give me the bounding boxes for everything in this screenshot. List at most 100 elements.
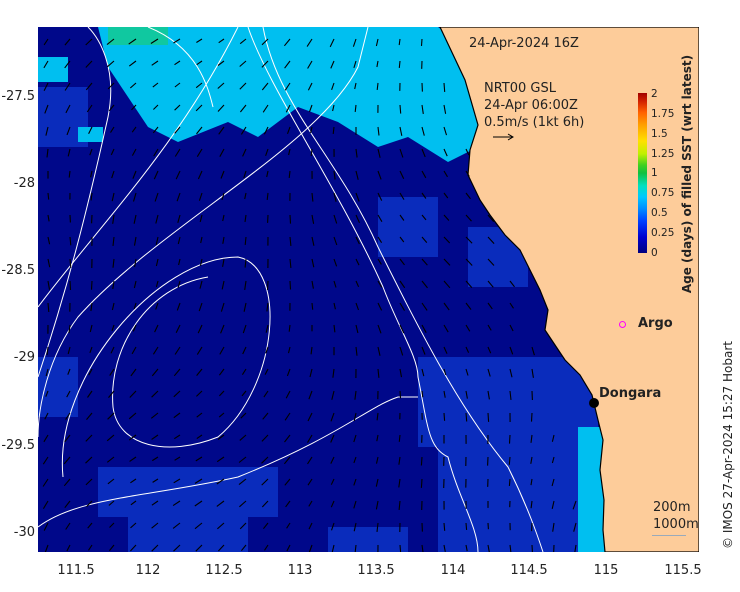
current-vector [377,258,382,265]
current-vector [64,82,71,91]
land-area [439,27,699,552]
current-vector [86,412,93,420]
current-vector [216,500,225,507]
current-vector [330,500,335,508]
current-vector [552,522,555,532]
x-tick-label: 113 [287,563,313,578]
current-vector [266,280,269,290]
current-vector [239,104,247,113]
current-vector [176,192,181,202]
current-vector [333,258,338,267]
current-vector [508,478,511,486]
current-vector [242,148,247,157]
current-vector [129,456,137,462]
current-vector [286,544,291,552]
current-vector [398,456,401,465]
current-vector [108,544,115,552]
current-vector [421,192,427,199]
current-vector [238,478,247,486]
current-vector [333,192,337,202]
current-vector [354,544,357,552]
current-vector [508,456,511,465]
current-vector [551,478,555,487]
current-vector [465,324,471,332]
current-vector [399,104,402,114]
sst-age-map[interactable] [38,27,699,552]
colorbar-tick: 0.25 [651,227,675,239]
current-vector [443,368,447,376]
current-vector [353,478,357,486]
current-vector [443,148,448,157]
current-vector [152,478,159,483]
current-vector [375,38,379,47]
current-vector [217,434,225,440]
current-vector [487,324,492,331]
current-vector [443,412,446,421]
current-vector [90,280,93,290]
current-vector [131,104,137,111]
current-vector [375,456,379,464]
current-vector [85,38,93,46]
current-vector [69,236,72,246]
current-vector [153,170,159,180]
current-vector [110,346,115,354]
current-vector [376,412,379,421]
current-vector [244,258,247,268]
current-vector [199,258,203,266]
current-vector [264,544,269,551]
current-vector [239,60,247,67]
current-vector [64,500,71,509]
colorbar-tick: 1.5 [651,128,668,140]
current-vector [129,544,137,552]
current-vector [217,82,225,89]
current-vector [174,346,181,355]
current-vector [377,346,381,356]
current-vector [330,478,335,485]
current-vector [508,434,511,444]
current-vector [443,214,450,221]
current-vector [530,412,533,422]
map-canvas [38,27,699,552]
current-vector [194,478,203,484]
current-vector [421,280,428,289]
current-vector [355,214,361,224]
current-vector [375,478,379,487]
current-vector [509,368,513,378]
current-vector [151,522,159,529]
current-vector [133,236,137,246]
current-vector [284,478,291,486]
current-vector [85,456,93,464]
current-vector [551,500,555,510]
current-vector [266,302,269,312]
current-vector [308,104,313,112]
current-vector [47,258,51,268]
dongara-location-marker-icon[interactable] [589,398,599,408]
current-vector [309,368,313,378]
isobath-200m-label: 200m [653,500,691,515]
current-vector [487,236,495,244]
current-vector [310,346,313,355]
current-vector [353,500,357,509]
argo-float-marker-icon[interactable] [619,321,626,328]
current-vector [108,104,115,112]
current-vector [65,412,71,420]
current-vector [64,38,71,46]
current-vector [150,412,159,419]
current-vector [284,412,291,421]
current-vector [465,368,469,376]
current-vector [86,500,93,507]
current-vector [43,60,49,69]
product-name: NRT00 GSL [484,81,556,96]
current-vector [311,302,314,310]
current-vector [354,82,357,90]
current-vector [151,544,159,552]
x-tick-label: 111.5 [57,563,95,578]
current-vector [106,456,115,463]
current-vector [194,500,203,507]
current-vector [465,544,468,552]
current-vector [45,390,49,397]
current-vector [310,148,313,156]
current-vector [173,390,181,398]
current-vector [220,170,225,179]
current-vector [133,280,137,289]
